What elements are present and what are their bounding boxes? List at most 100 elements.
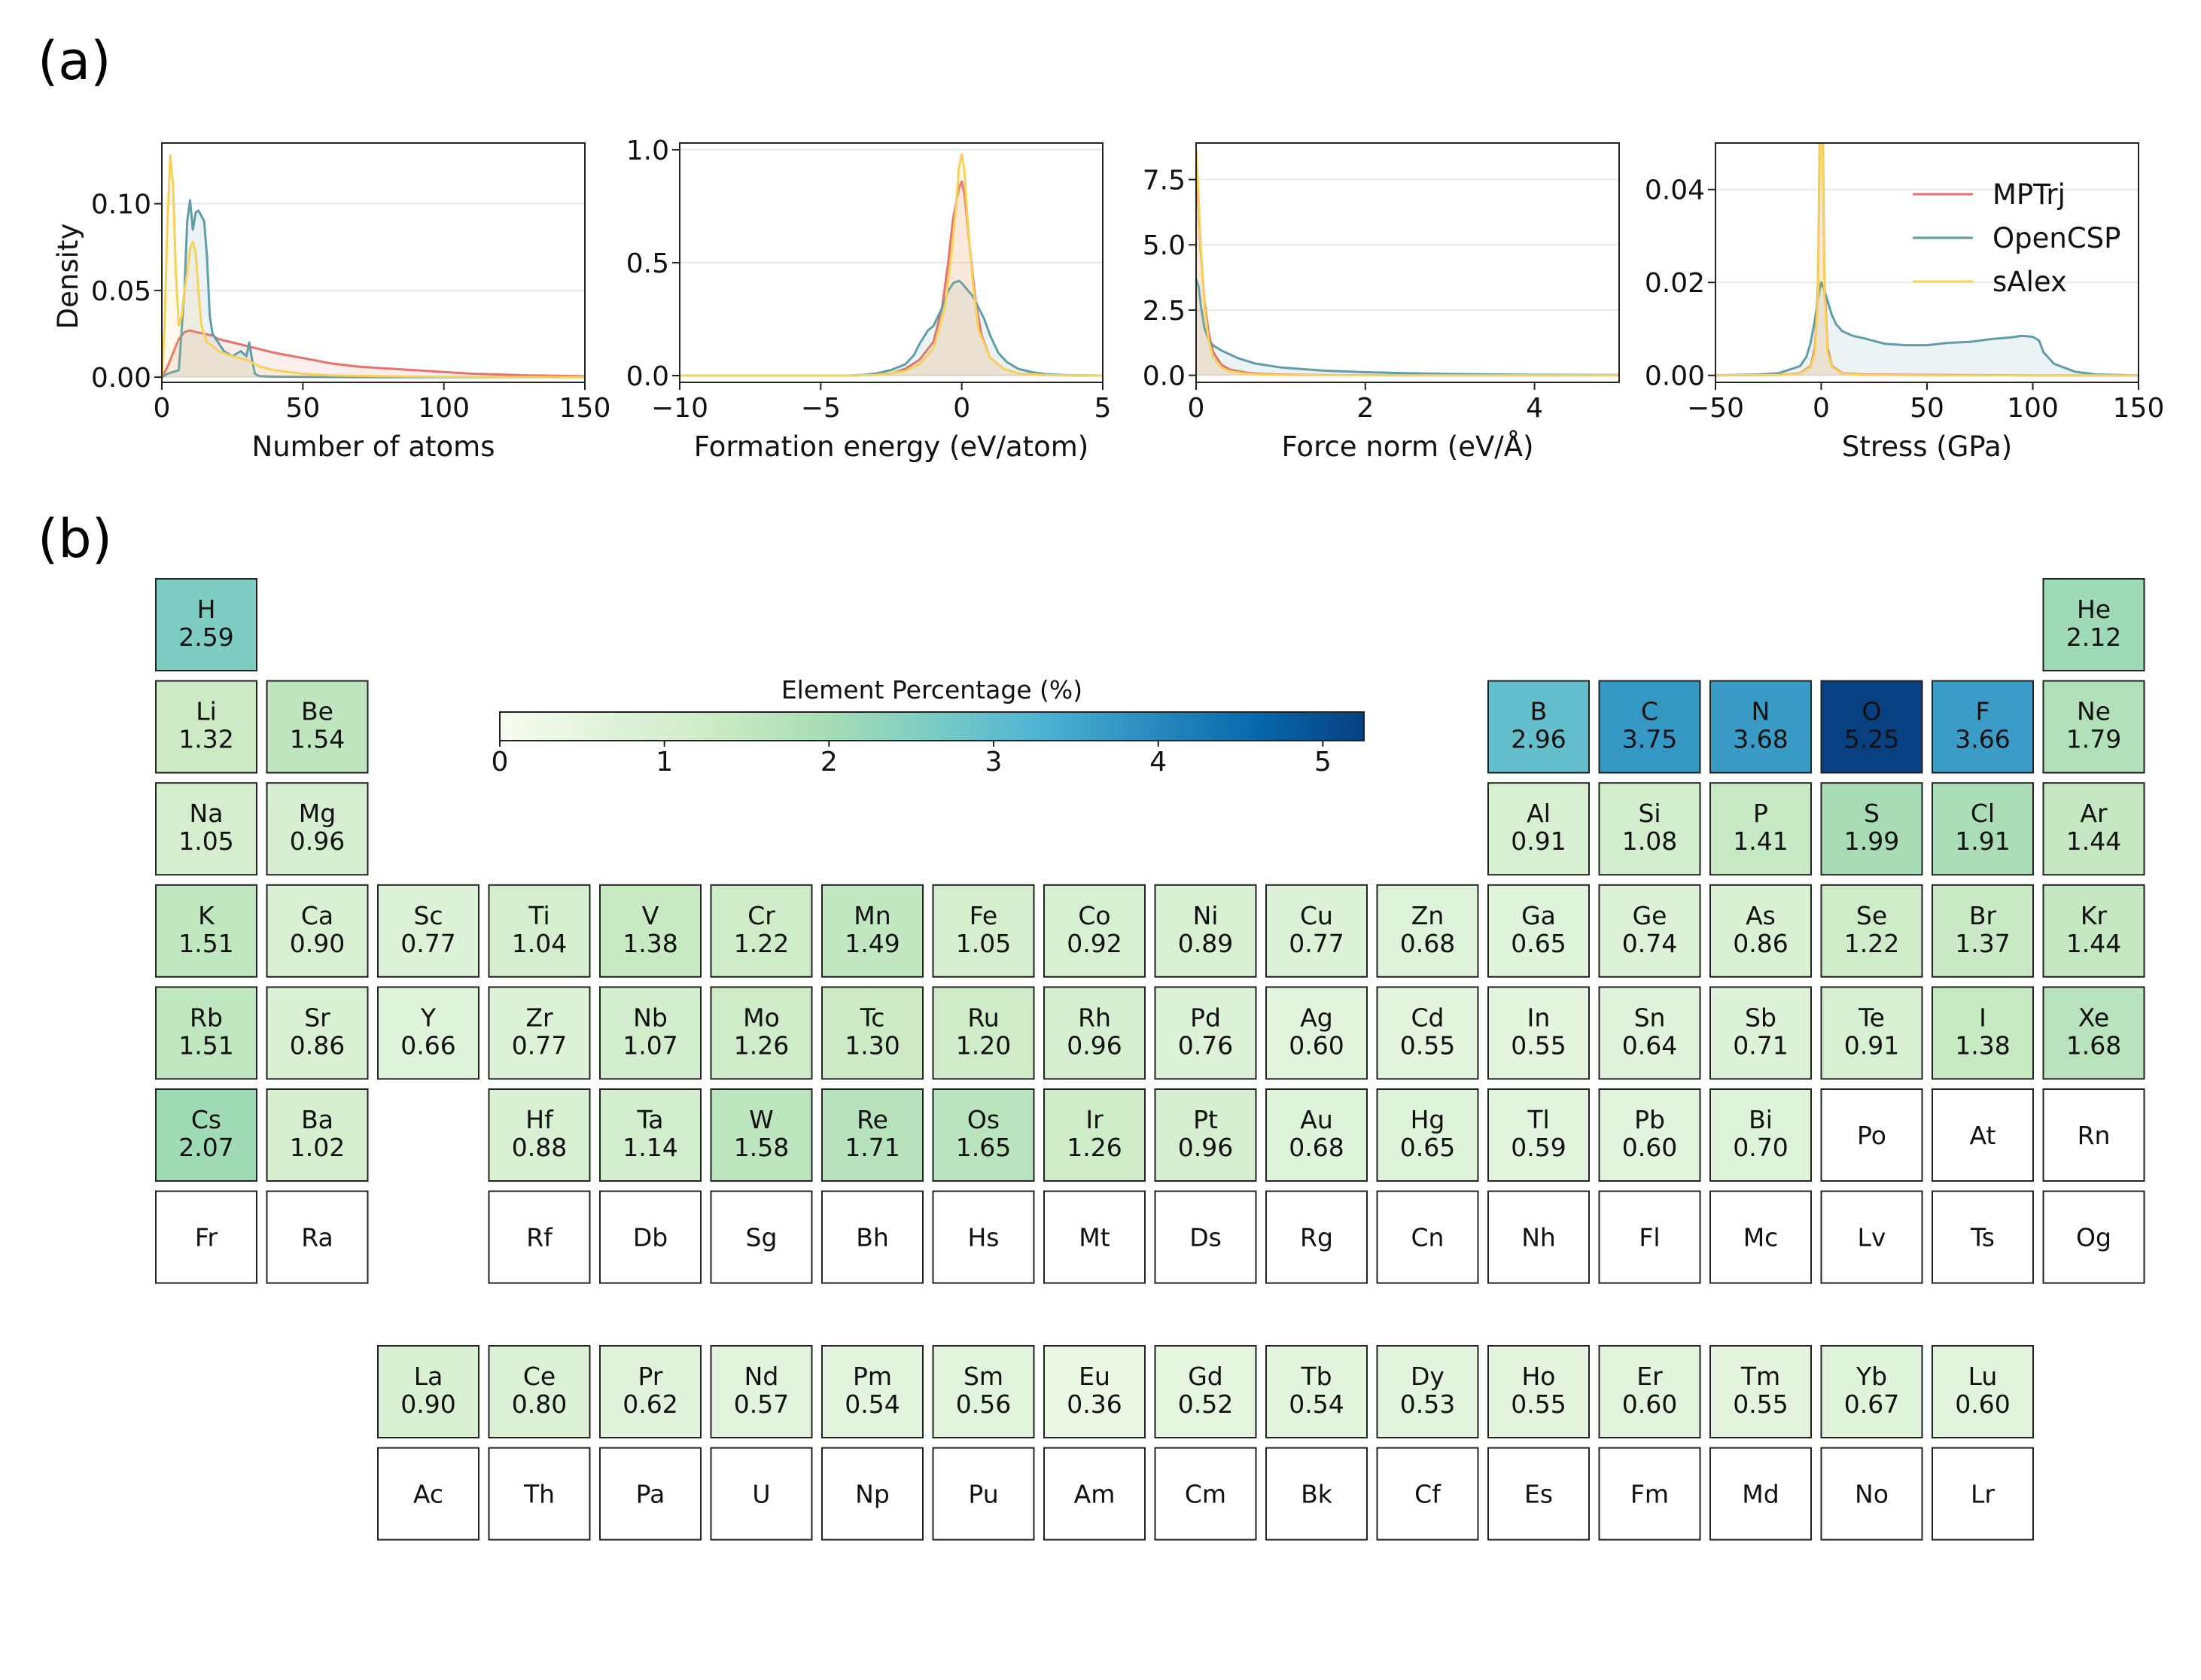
x-tick-label: −50 (1687, 393, 1744, 424)
element-cell-box (599, 1190, 702, 1284)
x-tick-label: 4 (1526, 393, 1543, 424)
element-value: 0.88 (512, 1133, 567, 1162)
element-symbol: Tl (1527, 1105, 1549, 1134)
element-cell-tm: Tm0.55 (1709, 1345, 1812, 1438)
element-value: 0.80 (512, 1389, 567, 1419)
element-cell-sr: Sr0.86 (266, 986, 369, 1080)
element-value: 2.07 (178, 1133, 233, 1162)
element-cell-box (821, 884, 924, 978)
element-cell-box (1154, 986, 1257, 1080)
element-cell-ts: Ts (1932, 1190, 2034, 1284)
element-cell-box (155, 782, 257, 876)
element-symbol: Re (857, 1105, 888, 1134)
element-symbol: Cu (1300, 901, 1333, 930)
element-cell-box (266, 1190, 369, 1284)
element-cell-box (1932, 1190, 2034, 1284)
element-symbol: Dy (1411, 1362, 1445, 1391)
element-value: 0.55 (1511, 1389, 1566, 1419)
element-cell-os: Os1.65 (932, 1088, 1035, 1182)
element-value: 1.99 (1844, 826, 1899, 856)
element-symbol: P (1753, 799, 1768, 828)
element-symbol: Be (301, 697, 333, 726)
element-cell-box (2042, 578, 2145, 671)
element-symbol: Ts (1970, 1223, 1995, 1252)
element-symbol: Sg (746, 1223, 778, 1252)
x-tick-label: −10 (651, 393, 708, 424)
element-symbol: Cd (1411, 1003, 1445, 1032)
element-symbol: Ga (1521, 901, 1556, 930)
element-value: 3.68 (1733, 725, 1788, 754)
element-cell-ir: Ir1.26 (1043, 1088, 1146, 1182)
series-group (1196, 151, 1619, 377)
x-axis-label: Number of atoms (252, 431, 495, 463)
element-symbol: S (1864, 799, 1880, 828)
element-cell-box (1932, 680, 2034, 774)
element-symbol: Ce (523, 1362, 556, 1391)
element-cell-box (1598, 1447, 1701, 1541)
series-group (1715, 143, 2139, 377)
element-cell-box (821, 986, 924, 1080)
element-symbol: Fr (195, 1223, 218, 1252)
element-symbol: Tb (1300, 1362, 1332, 1391)
element-symbol: Ar (2080, 799, 2108, 828)
element-cell-u: U (710, 1447, 813, 1541)
element-cell-zn: Zn0.68 (1376, 884, 1479, 978)
element-cell-box (599, 1088, 702, 1182)
element-cell-box (710, 986, 813, 1080)
density-plot-4: −50 0 50 100 150 0.00 0.02 0.04 Stress (GPa) MPTr… (1645, 142, 2165, 463)
element-cell-ru: Ru1.20 (932, 986, 1035, 1080)
element-cell-box (1376, 1345, 1479, 1438)
element-cell-fr: Fr (155, 1190, 257, 1284)
element-cell-box (710, 1088, 813, 1182)
element-value: 1.32 (178, 725, 233, 754)
element-value: 1.79 (2066, 725, 2121, 754)
y-tick-label: 0.0 (626, 361, 669, 392)
element-cell-po: Po (1820, 1088, 1923, 1182)
element-cell-br: Br1.37 (1932, 884, 2034, 978)
element-symbol: Hf (525, 1105, 554, 1134)
x-tick-label: −5 (801, 393, 841, 424)
element-cell-box (710, 884, 813, 978)
element-symbol: Pr (638, 1362, 663, 1391)
element-symbol: Ds (1189, 1223, 1222, 1252)
series-group (162, 154, 585, 379)
element-value: 0.91 (1511, 826, 1566, 856)
element-value: 2.59 (178, 622, 233, 652)
element-cell-ac: Ac (377, 1447, 479, 1541)
element-cell-au: Au0.68 (1265, 1088, 1368, 1182)
colorbar-tick-label: 4 (1149, 747, 1167, 778)
element-cell-box (1820, 1190, 1923, 1284)
element-value: 1.04 (512, 929, 567, 958)
legend-label: OpenCSP (1992, 222, 2120, 254)
element-cell-pt: Pt0.96 (1154, 1088, 1257, 1182)
element-symbol: Ta (637, 1105, 664, 1134)
x-tick-label: 150 (2113, 393, 2165, 424)
element-cell-box (1598, 782, 1701, 876)
element-value: 1.05 (178, 826, 233, 856)
element-cell-sb: Sb0.71 (1709, 986, 1812, 1080)
element-cell-si: Si1.08 (1598, 782, 1701, 876)
element-value: 0.59 (1511, 1133, 1566, 1162)
element-cell-og: Og (2042, 1190, 2145, 1284)
element-value: 1.91 (1955, 826, 2010, 856)
element-value: 1.58 (734, 1133, 789, 1162)
element-value: 0.65 (1400, 1133, 1455, 1162)
element-value: 0.60 (1622, 1389, 1677, 1419)
element-value: 0.52 (1178, 1389, 1233, 1419)
element-cell-mg: Mg0.96 (266, 782, 369, 876)
element-symbol: Lu (1968, 1362, 1998, 1391)
element-symbol: Rn (2078, 1121, 2111, 1150)
element-cell-bi: Bi0.70 (1709, 1088, 1812, 1182)
element-symbol: In (1527, 1003, 1551, 1032)
element-value: 0.54 (845, 1389, 900, 1419)
x-tick-label: 100 (2007, 393, 2059, 424)
element-symbol: Nb (633, 1003, 668, 1032)
element-value: 0.55 (1733, 1389, 1788, 1419)
element-cell-na: Na1.05 (155, 782, 257, 876)
element-symbol: Eu (1079, 1362, 1110, 1391)
element-symbol: Mn (854, 901, 890, 930)
element-value: 0.36 (1067, 1389, 1122, 1419)
element-value: 1.05 (956, 929, 1011, 958)
element-cell-ra: Ra (266, 1190, 369, 1284)
element-cell-nh: Nh (1487, 1190, 1590, 1284)
